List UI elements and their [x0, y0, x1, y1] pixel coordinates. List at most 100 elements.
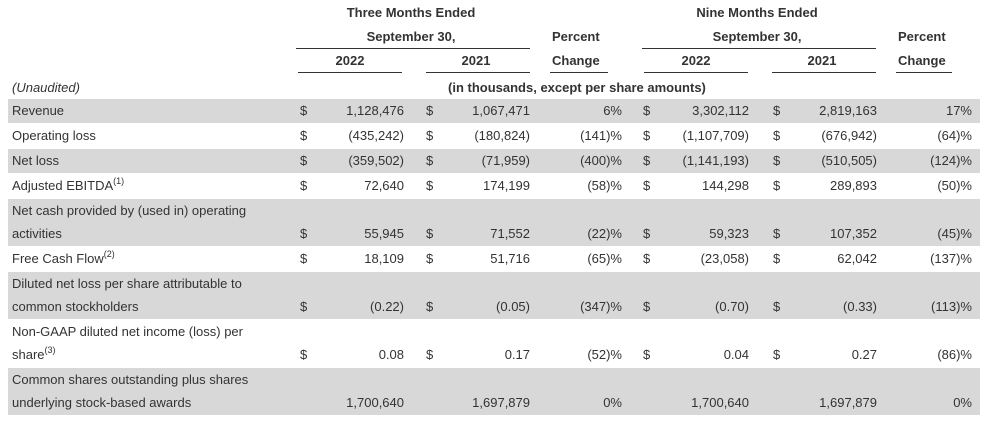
value-n-2022: 0.04: [723, 347, 749, 362]
dollar-n-2022: $: [643, 153, 651, 168]
unaudited-label: (Unaudited): [12, 80, 80, 95]
table-row: Operating loss $ (435,242) $ (180,824) (141)%…: [8, 124, 980, 148]
value-n-2022: 3,302,112: [692, 103, 749, 118]
three-months-date-header: September 30,: [366, 29, 456, 44]
row-label-continued: common stockholders: [12, 299, 139, 314]
value-q-2022: 1,128,476: [346, 103, 404, 118]
dollar-q-2022: $: [300, 103, 308, 118]
percent-change-n: (113)%: [931, 299, 972, 314]
percent-header-1: Percent: [552, 29, 600, 44]
row-label-continued: underlying stock-based awards: [12, 395, 192, 410]
value-n-2021: (510,505): [821, 153, 877, 168]
dollar-q-2021: $: [426, 178, 434, 193]
dollar-n-2021: $: [773, 103, 781, 118]
table-row: Revenue $1,128,476 $1,067,471 6% $3,302,112 $…: [8, 99, 980, 123]
percent-change-n: (137)%: [930, 251, 972, 266]
percent-header-2: Percent: [898, 29, 946, 44]
dollar-q-2022: $: [300, 128, 308, 143]
value-q-2021: 174,199: [483, 178, 530, 193]
dollar-n-2022: $: [643, 103, 651, 118]
dollar-q-2021: $: [426, 128, 434, 143]
nine-months-underline: [642, 48, 876, 49]
value-n-2021: (676,942): [821, 128, 877, 143]
dollar-n-2021: $: [773, 299, 781, 314]
dollar-q-2021: $: [426, 299, 434, 314]
dollar-q-2022: $: [300, 178, 308, 193]
table-row: Non-GAAP diluted net income (loss) per sh…: [8, 320, 980, 367]
value-q-2022: 18,109: [364, 251, 404, 266]
row-label: Non-GAAP diluted net income (loss) per: [12, 324, 243, 339]
value-n-2021: 0.27: [851, 347, 877, 362]
year-underline-2021-n: [772, 72, 876, 73]
table-row: Free Cash Flow(2) $18,109 $51,716 (65)% $ (23…: [8, 247, 980, 271]
dollar-q-2021: $: [426, 251, 434, 266]
value-n-2022: 144,298: [702, 178, 749, 193]
value-n-2022: (1,141,193): [682, 153, 750, 168]
dollar-n-2022: $: [643, 251, 651, 266]
percent-change-q: (52)%: [587, 347, 622, 362]
row-label: Diluted net loss per share attributable …: [12, 276, 242, 291]
row-label: Free Cash Flow(2): [12, 248, 115, 266]
percent-change-q: 0%: [603, 395, 622, 410]
value-n-2021: 107,352: [830, 226, 877, 241]
value-q-2022: 72,640: [364, 178, 404, 193]
value-q-2021: 0.17: [504, 347, 530, 362]
row-label: Operating loss: [12, 128, 96, 143]
percent-change-q: (141)%: [580, 128, 622, 143]
dollar-n-2021: $: [773, 347, 781, 362]
value-n-2022: 59,323: [709, 226, 749, 241]
percent-change-n: (86)%: [937, 347, 972, 362]
value-q-2021: (71,959): [481, 153, 530, 168]
year-underline-2021-q: [426, 72, 530, 73]
nine-months-header: Nine Months Ended: [696, 5, 818, 20]
dollar-q-2022: $: [300, 153, 308, 168]
value-n-2021: (0.33): [843, 299, 877, 314]
year-header-2021-n: 2021: [807, 53, 837, 68]
table-row: Net cash provided by (used in) operating…: [8, 199, 980, 246]
footnote-ref: (2): [103, 248, 115, 259]
value-n-2022: 1,700,640: [691, 395, 749, 410]
percent-change-q: (58)%: [587, 178, 622, 193]
percent-change-n: (45)%: [937, 226, 972, 241]
value-n-2021: 2,819,163: [819, 103, 877, 118]
row-label: Net loss: [12, 153, 59, 168]
year-header-2022-n: 2022: [681, 53, 711, 68]
change-header-1: Change: [552, 53, 600, 68]
dollar-n-2022: $: [643, 299, 651, 314]
dollar-n-2022: $: [643, 347, 651, 362]
value-n-2021: 62,042: [837, 251, 877, 266]
dollar-n-2021: $: [773, 153, 781, 168]
percent-change-n: 0%: [953, 395, 972, 410]
value-q-2022: (0.22): [370, 299, 404, 314]
row-label: Revenue: [12, 103, 65, 118]
dollar-n-2021: $: [773, 178, 781, 193]
table-row: Net loss $ (359,502) $ (71,959) (400)% $ (1,141…: [8, 149, 980, 173]
dollar-n-2022: $: [643, 226, 651, 241]
value-q-2021: 51,716: [490, 251, 530, 266]
units-note: (in thousands, except per share amounts): [448, 80, 706, 95]
dollar-q-2021: $: [426, 103, 434, 118]
year-underline-2022-q: [298, 72, 402, 73]
dollar-q-2021: $: [426, 347, 434, 362]
value-n-2021: 1,697,879: [819, 395, 877, 410]
percent-change-n: 17%: [945, 103, 972, 118]
table-row: Diluted net loss per share attributable …: [8, 272, 980, 319]
value-n-2021: 289,893: [830, 178, 877, 193]
value-q-2021: 1,067,471: [472, 103, 530, 118]
dollar-q-2022: $: [300, 251, 308, 266]
dollar-q-2022: $: [300, 226, 308, 241]
table-row: Adjusted EBITDA(1) $72,640 $174,199 (58)% $1…: [8, 174, 980, 198]
row-label-continued: activities: [12, 226, 62, 241]
row-label: Adjusted EBITDA(1): [12, 175, 125, 193]
percent-change-n: (50)%: [937, 178, 972, 193]
percent-change-q: (400)%: [580, 153, 622, 168]
percent-change-n: (124)%: [930, 153, 972, 168]
value-n-2022: (23,058): [700, 251, 749, 266]
value-q-2021: (0.05): [496, 299, 530, 314]
percent-change-q: (22)%: [587, 226, 622, 241]
value-q-2022: 55,945: [364, 226, 404, 241]
value-n-2022: (1,107,709): [682, 128, 750, 143]
year-header-2021-q: 2021: [461, 53, 491, 68]
three-months-header: Three Months Ended: [346, 5, 476, 20]
dollar-n-2021: $: [773, 251, 781, 266]
